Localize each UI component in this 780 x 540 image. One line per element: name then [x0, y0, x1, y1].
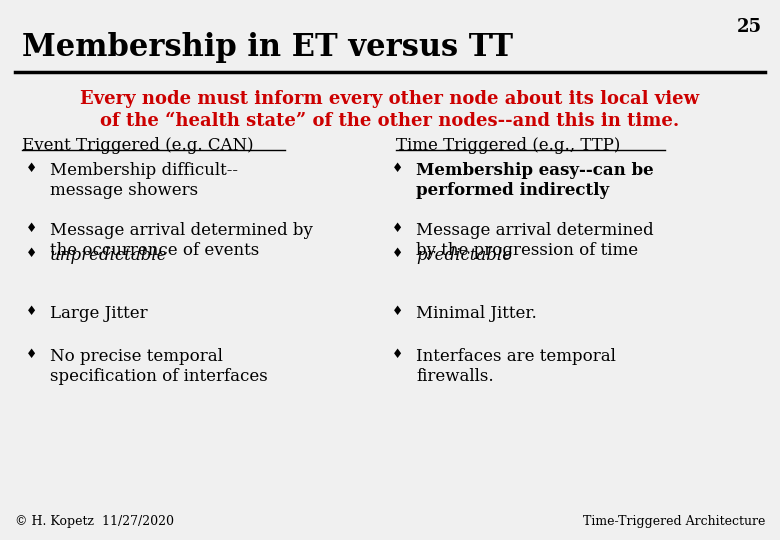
Text: ♦: ♦ [27, 162, 37, 175]
Text: ♦: ♦ [27, 348, 37, 361]
Text: Message arrival determined by
the occurrence of events: Message arrival determined by the occurr… [50, 222, 313, 259]
Text: © H. Kopetz  11/27/2020: © H. Kopetz 11/27/2020 [15, 515, 174, 528]
Text: predictable: predictable [416, 247, 512, 264]
Text: Interfaces are temporal
firewalls.: Interfaces are temporal firewalls. [416, 348, 616, 384]
Text: ♦: ♦ [392, 247, 403, 260]
Text: Membership in ET versus TT: Membership in ET versus TT [22, 32, 513, 63]
Text: Time-Triggered Architecture: Time-Triggered Architecture [583, 515, 765, 528]
Text: ♦: ♦ [27, 222, 37, 235]
Text: ♦: ♦ [392, 222, 403, 235]
Text: Time Triggered (e.g., TTP): Time Triggered (e.g., TTP) [396, 137, 620, 154]
Text: of the “health state” of the other nodes--and this in time.: of the “health state” of the other nodes… [101, 112, 679, 130]
Text: Every node must inform every other node about its local view: Every node must inform every other node … [80, 90, 700, 108]
Text: Message arrival determined
by the progression of time: Message arrival determined by the progre… [416, 222, 654, 259]
Text: unpredictable: unpredictable [50, 247, 168, 264]
Text: Event Triggered (e.g. CAN): Event Triggered (e.g. CAN) [22, 137, 254, 154]
Text: ♦: ♦ [27, 247, 37, 260]
Text: ♦: ♦ [27, 305, 37, 318]
Text: ♦: ♦ [392, 305, 403, 318]
Text: No precise temporal
specification of interfaces: No precise temporal specification of int… [50, 348, 268, 384]
Text: Membership difficult--
message showers: Membership difficult-- message showers [50, 162, 238, 199]
Text: Membership easy--can be
performed indirectly: Membership easy--can be performed indire… [416, 162, 654, 199]
Text: Large Jitter: Large Jitter [50, 305, 147, 322]
Text: Minimal Jitter.: Minimal Jitter. [416, 305, 537, 322]
Text: ♦: ♦ [392, 162, 403, 175]
Text: 25: 25 [737, 18, 762, 36]
Text: ♦: ♦ [392, 348, 403, 361]
